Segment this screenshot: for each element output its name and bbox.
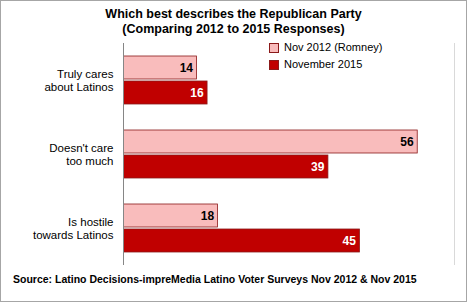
html-text:(Comparing 2012 to 2015 Respon: (Comparing 2012 to 2015 Responses) [122, 22, 345, 36]
svg-text:39: 39 [311, 160, 325, 174]
html-text:Source: Latino Decisions-impre: Source: Latino Decisions-impreMedia Lati… [13, 273, 417, 285]
svg-text:Doesn't caretoo much: Doesn't caretoo much [49, 142, 113, 167]
html-text:Which best describes the Repub: Which best describes the Republican Part… [105, 7, 362, 21]
svg-text:Is hostiletowards Latinos: Is hostiletowards Latinos [33, 216, 114, 241]
svg-text:18: 18 [201, 209, 215, 223]
html-text:Nov 2012 (Romney): Nov 2012 (Romney) [284, 41, 383, 53]
svg-text:14: 14 [180, 61, 194, 75]
html-text:November 2015: November 2015 [284, 58, 363, 70]
svg-text:Truly caresabout Latinos: Truly caresabout Latinos [44, 68, 113, 93]
svg-text:45: 45 [343, 234, 357, 248]
svg-text:16: 16 [190, 86, 204, 100]
svg-text:56: 56 [400, 135, 414, 149]
